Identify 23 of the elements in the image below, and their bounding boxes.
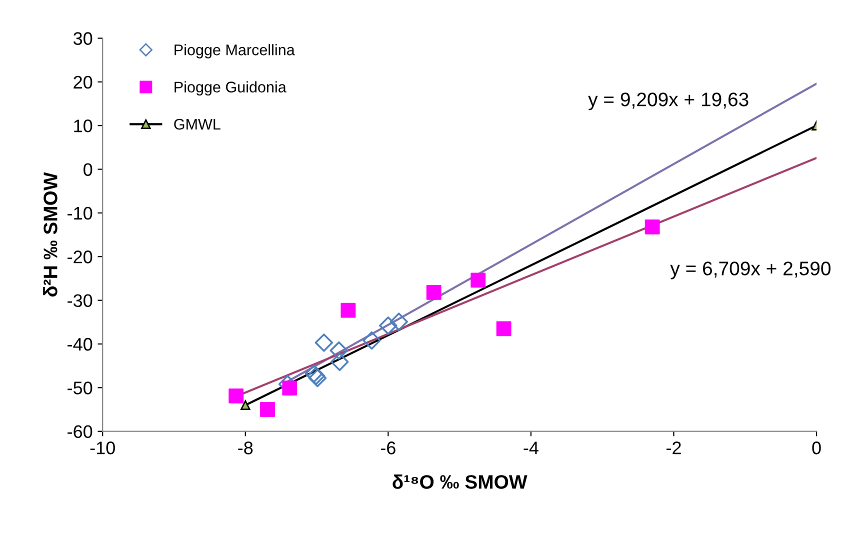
- y-tick-label: -30: [68, 294, 92, 308]
- y-tick-label: 0: [84, 163, 92, 176]
- x-tick-label: -6: [380, 442, 396, 454]
- y-tick-label: -50: [68, 382, 92, 394]
- y-tick-label: 20: [74, 76, 92, 89]
- y-tick-label: 10: [74, 120, 92, 132]
- x-tick-label: -2: [666, 442, 681, 454]
- y-tick-label: -20: [68, 250, 92, 264]
- y-axis-title: δ²H ‰ SMOW: [43, 172, 58, 297]
- x-axis-title: δ¹⁸O ‰ SMOW: [392, 474, 528, 489]
- legend-label: Piogge Marcellina: [174, 44, 295, 58]
- legend-label: GMWL: [174, 118, 220, 130]
- x-tick-label: 0: [812, 442, 821, 454]
- y-tick-label: -40: [68, 338, 92, 351]
- x-tick-label: -4: [524, 442, 538, 454]
- annotation: y = 9,209x + 19,63: [588, 92, 748, 110]
- y-tick-label: 30: [73, 32, 92, 45]
- annotation: y = 6,709x + 2,590: [670, 262, 830, 280]
- x-tick-label: -8: [238, 442, 253, 454]
- legend-label: Piogge Guidonia: [174, 81, 286, 96]
- x-tick-label: -10: [90, 442, 115, 454]
- y-tick-label: -10: [68, 206, 92, 220]
- y-tick-label: -60: [68, 425, 92, 438]
